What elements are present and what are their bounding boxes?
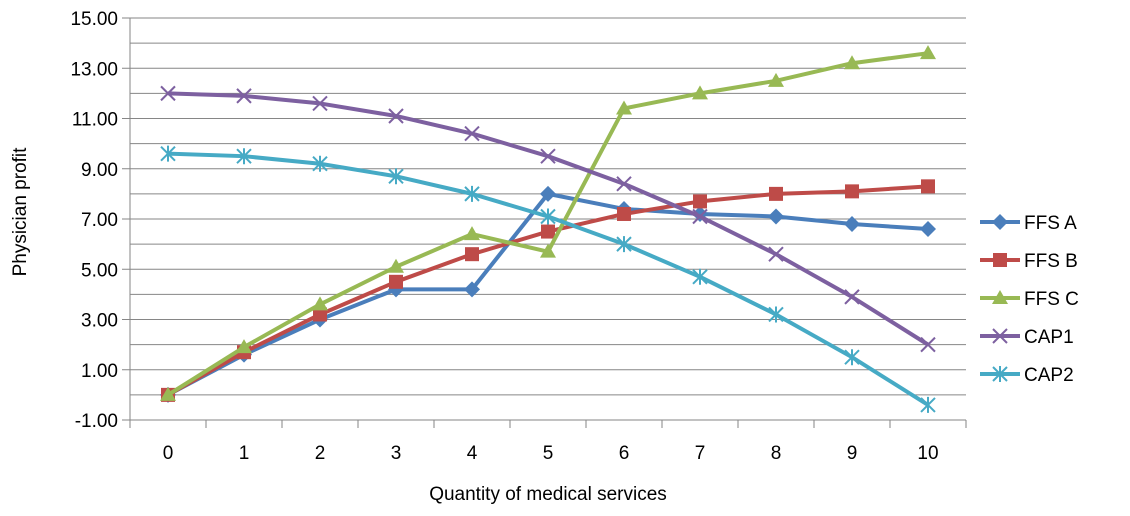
data-point-cap2 [464, 185, 480, 202]
data-point-cap2 [160, 145, 176, 162]
data-point-cap1 [464, 125, 480, 142]
data-point-ffs-c [540, 243, 556, 258]
data-point-ffs-a [464, 281, 480, 298]
legend-swatch-marker [992, 328, 1008, 344]
data-point-ffs-c [464, 226, 480, 241]
y-tick-label: 3.00 [81, 311, 118, 332]
data-point-cap1 [920, 336, 936, 353]
grid-lines [130, 17, 966, 396]
x-tick-label: 4 [467, 443, 478, 464]
data-point-cap1 [540, 148, 556, 164]
legend: FFS A FFS B FFS C CAP1 CAP2 [980, 213, 1079, 386]
legend-swatch-marker [992, 290, 1008, 304]
y-tick-label: 11.00 [72, 110, 118, 131]
legend-label: CAP1 [1024, 327, 1074, 348]
series-cap2 [160, 145, 936, 413]
legend-label: FFS B [1024, 251, 1078, 272]
data-point-cap1 [388, 108, 404, 124]
data-point-cap2 [920, 396, 936, 413]
series-ffs-c [160, 45, 936, 401]
data-point-ffs-c [312, 296, 328, 311]
data-point-ffs-b [617, 206, 631, 221]
data-point-ffs-b [921, 179, 935, 194]
legend-entry-cap2: CAP2 [980, 365, 1074, 386]
data-point-cap1 [312, 95, 328, 112]
data-point-cap2 [844, 349, 860, 366]
x-tick-label: 6 [619, 443, 630, 464]
data-point-ffs-a [920, 221, 936, 238]
data-point-ffs-c [160, 386, 176, 401]
data-point-ffs-c [388, 258, 404, 273]
x-tick-label: 9 [847, 443, 858, 464]
data-point-ffs-c [616, 100, 632, 115]
data-point-cap1 [768, 246, 784, 262]
data-point-cap1 [616, 176, 632, 192]
data-point-cap1 [160, 85, 176, 102]
legend-swatch-marker [992, 366, 1008, 382]
data-point-cap2 [312, 155, 328, 172]
legend-label: FFS A [1024, 213, 1077, 234]
x-tick-label: 7 [695, 443, 706, 464]
data-point-cap1 [844, 289, 860, 305]
legend-entry-ffs-b: FFS B [980, 251, 1078, 272]
series-lines [160, 45, 936, 413]
data-point-ffs-a [768, 208, 784, 225]
data-point-ffs-c [236, 339, 252, 354]
y-tick-label: 15.00 [70, 9, 118, 30]
data-point-ffs-a [540, 185, 556, 202]
data-point-cap2 [616, 236, 632, 253]
data-point-cap2 [388, 168, 404, 185]
data-point-ffs-a [844, 216, 860, 233]
data-point-ffs-b [845, 184, 859, 199]
x-tick-label: 5 [543, 443, 554, 464]
legend-entry-cap1: CAP1 [980, 327, 1074, 348]
x-tick-label: 1 [239, 443, 250, 464]
y-tick-label: -1.00 [75, 411, 118, 432]
y-tick-label: 5.00 [81, 260, 118, 281]
data-point-cap2 [692, 268, 708, 285]
y-tick-label: 9.00 [81, 160, 118, 181]
legend-label: FFS C [1024, 289, 1079, 310]
data-point-cap2 [768, 306, 784, 323]
data-point-ffs-b [465, 247, 479, 262]
data-point-ffs-b [693, 194, 707, 209]
x-tick-label: 10 [917, 443, 938, 464]
series-cap1 [160, 85, 936, 353]
x-tick-label: 2 [315, 443, 326, 464]
x-axis-title: Quantity of medical services [429, 484, 667, 505]
y-tick-label: 1.00 [81, 361, 118, 382]
legend-swatch-marker [992, 214, 1008, 230]
data-point-ffs-b [769, 186, 783, 201]
legend-entry-ffs-c: FFS C [980, 289, 1079, 310]
axes: 15.00 13.00 11.00 9.00 7.00 5.00 3.00 1.00 -1.00… [70, 9, 967, 464]
data-point-cap1 [692, 208, 708, 225]
data-point-ffs-b [389, 274, 403, 289]
legend-label: CAP2 [1024, 365, 1074, 386]
x-tick-label: 8 [771, 443, 782, 464]
data-point-cap2 [236, 148, 252, 165]
data-point-ffs-b [313, 307, 327, 322]
y-tick-label: 13.00 [70, 59, 118, 80]
data-point-ffs-b [541, 224, 555, 239]
legend-swatch-marker [993, 253, 1007, 267]
data-point-ffs-c [844, 55, 860, 70]
data-point-ffs-c [768, 72, 784, 87]
x-tick-label: 0 [163, 443, 174, 464]
data-point-ffs-c [692, 85, 708, 100]
data-point-cap2 [540, 208, 556, 225]
data-point-cap1 [236, 88, 252, 104]
legend-entry-ffs-a: FFS A [980, 213, 1077, 234]
x-tick-label: 3 [391, 443, 402, 464]
y-axis-title: Physician profit [10, 147, 31, 277]
y-tick-label: 7.00 [81, 210, 118, 231]
data-point-ffs-c [920, 45, 936, 60]
